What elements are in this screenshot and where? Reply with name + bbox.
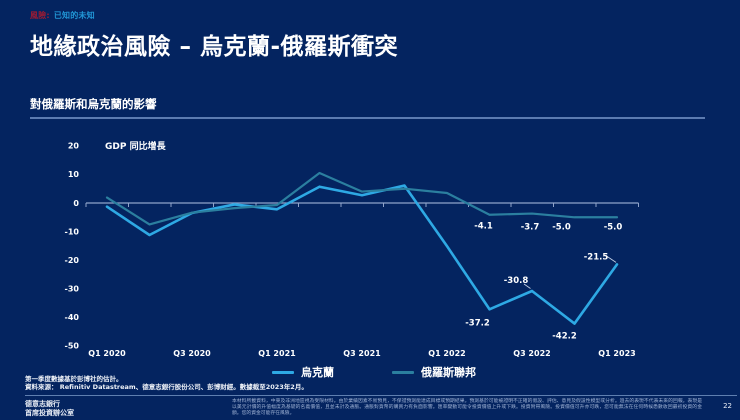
- page-title: 地緣政治風險 – 烏克蘭-俄羅斯衝突: [30, 34, 399, 60]
- svg-text:-5.0: -5.0: [604, 222, 623, 232]
- footnote-source: 資料來源： Refinitiv Datastream、德意志銀行股份公司、彭博財…: [25, 383, 308, 391]
- svg-text:Q1 2023: Q1 2023: [598, 349, 635, 358]
- legend-item-ukraine: 烏克蘭: [272, 364, 334, 380]
- section-rule-divider: [30, 117, 705, 119]
- eyebrow-topic: 已知的未知: [53, 11, 95, 20]
- svg-text:Q3 2021: Q3 2021: [343, 349, 381, 358]
- svg-text:-40: -40: [65, 313, 80, 322]
- svg-text:-50: -50: [65, 342, 80, 351]
- svg-text:Q3 2022: Q3 2022: [513, 349, 550, 358]
- footer-rule-divider: [25, 395, 737, 396]
- footnote-estimate: 第一季度數據基於彭博社的估計。: [25, 375, 123, 383]
- brand-department: 首席投資辦公室: [25, 408, 74, 417]
- legend-item-russia: 俄羅斯聯邦: [392, 364, 476, 380]
- svg-text:-4.1: -4.1: [474, 222, 493, 232]
- page-number: 22: [723, 402, 732, 410]
- footnotes: 第一季度數據基於彭博社的估計。 資料來源： Refinitiv Datastre…: [25, 375, 308, 391]
- svg-text:-10: -10: [65, 227, 80, 236]
- chart-legend: 烏克蘭 俄羅斯聯邦: [272, 364, 476, 380]
- brand-block: 德意志銀行 首席投資辦公室: [25, 400, 74, 417]
- svg-text:0: 0: [73, 199, 79, 208]
- svg-text:-20: -20: [65, 256, 80, 265]
- svg-text:-30: -30: [65, 285, 80, 294]
- svg-text:-37.2: -37.2: [465, 318, 490, 328]
- svg-text:Q1 2021: Q1 2021: [258, 349, 296, 358]
- svg-text:-21.5: -21.5: [584, 252, 609, 262]
- svg-text:-30.8: -30.8: [504, 276, 529, 286]
- russia-line-swatch: [392, 370, 414, 374]
- brand-name: 德意志銀行: [25, 400, 60, 408]
- svg-text:-5.0: -5.0: [552, 222, 571, 232]
- disclaimer-text: 本材料所載資料，中東及非洲地區視為受限材料。由於業績因素不易預見，不保證預測能達…: [232, 399, 702, 416]
- chart-title: GDP 同比增長: [105, 142, 166, 152]
- eyebrow-category: 風險:: [30, 11, 50, 20]
- svg-text:10: 10: [68, 170, 80, 179]
- section-heading: 對俄羅斯和烏克蘭的影響: [30, 97, 157, 111]
- legend-label-russia: 俄羅斯聯邦: [421, 366, 476, 379]
- svg-text:Q1 2020: Q1 2020: [88, 349, 126, 358]
- svg-text:-3.7: -3.7: [521, 223, 540, 233]
- svg-text:Q3 2020: Q3 2020: [173, 349, 211, 358]
- svg-text:Q1 2022: Q1 2022: [428, 349, 465, 358]
- ukraine-line-swatch: [272, 370, 294, 374]
- svg-text:-42.2: -42.2: [552, 332, 577, 342]
- legend-label-ukraine: 烏克蘭: [301, 366, 334, 379]
- eyebrow: 風險: 已知的未知: [30, 10, 95, 21]
- svg-text:20: 20: [68, 142, 80, 151]
